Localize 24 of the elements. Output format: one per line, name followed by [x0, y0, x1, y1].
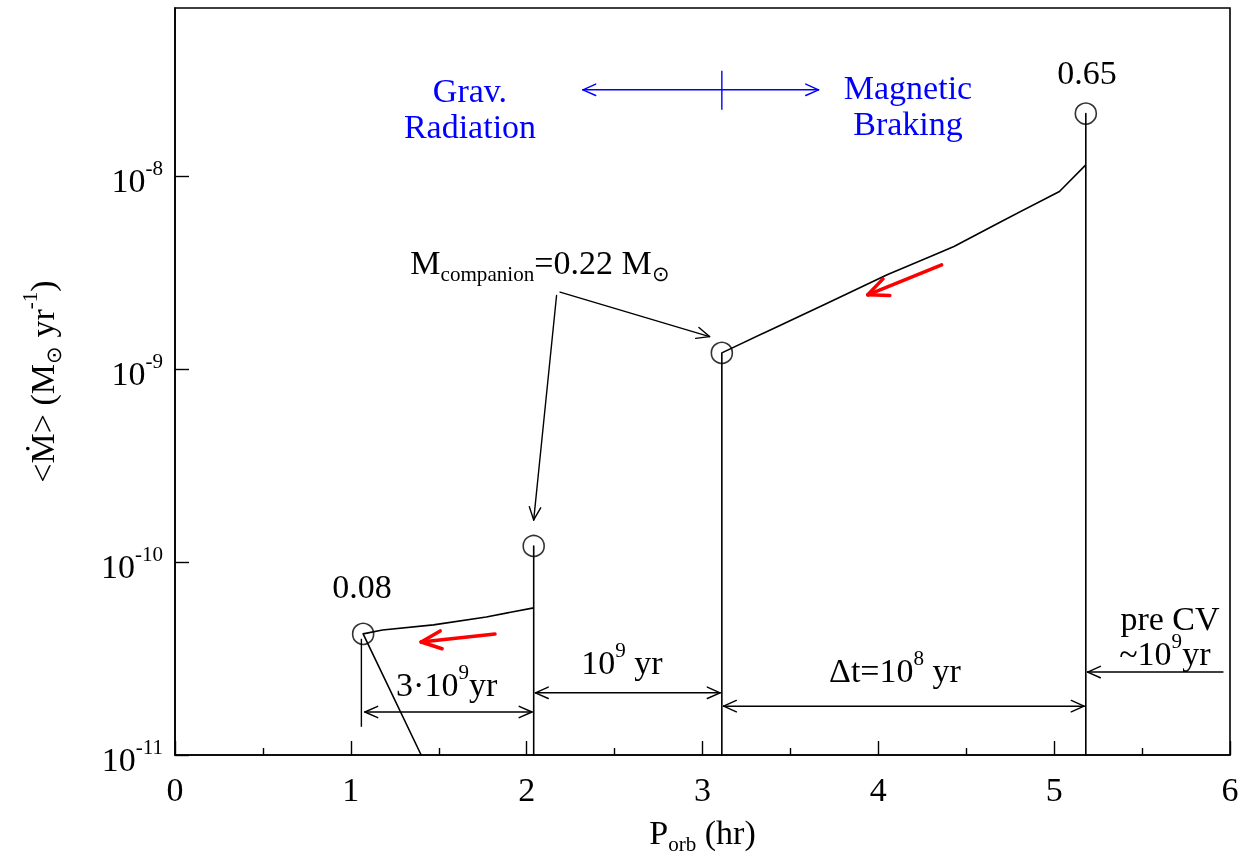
x-tick-label: 2	[518, 770, 536, 808]
x-tick-label: 3	[694, 770, 711, 808]
point	[351, 622, 375, 646]
point	[522, 534, 545, 558]
x-tick-label: 6	[1221, 770, 1239, 808]
point	[1074, 102, 1098, 125]
point	[710, 341, 734, 365]
x-tick-label: 5	[1045, 770, 1063, 808]
annotation: 0.08	[332, 567, 392, 605]
annotation: 0.65	[1057, 53, 1117, 91]
y-tick-label: 10$^{-8}$	[111, 155, 163, 199]
annotation: Grav. Radiation	[403, 71, 537, 145]
x-tick-label: 1	[342, 770, 360, 808]
y-tick-label: 10$^{-10}$	[100, 541, 163, 585]
x-tick-label: 4	[869, 770, 887, 808]
y-tick-label: 10$^{-9}$	[111, 348, 163, 392]
x-axis-title: P$_{orb}$ (hr)	[649, 813, 756, 856]
annotation: Magnetic Braking	[843, 68, 973, 142]
annotation: 3·10$^{9}$yr	[396, 660, 498, 703]
annotation: Δt=10$^{8}$ yr	[829, 646, 962, 689]
x-tick-label: 0	[166, 770, 184, 808]
annotation: M$_{companion}$=0.22 M$_{⊙}$	[410, 243, 670, 286]
y-tick-label: 10$^{-11}$	[101, 735, 163, 778]
annotation: 10$^{9}$ yr	[581, 637, 664, 681]
